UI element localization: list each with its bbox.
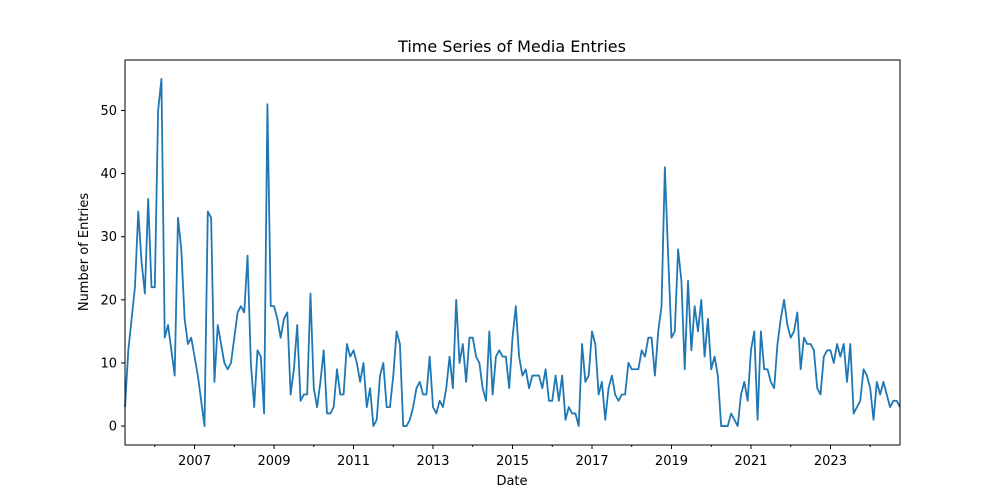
y-tick-label: 50 — [100, 104, 117, 119]
x-tick-label: 2009 — [257, 454, 290, 469]
y-tick-label: 10 — [100, 356, 117, 371]
y-tick-label: 20 — [100, 293, 117, 308]
x-tick-label: 2021 — [734, 454, 767, 469]
chart-title: Time Series of Media Entries — [397, 37, 626, 56]
y-tick-label: 0 — [109, 420, 117, 435]
plot-area — [124, 78, 901, 427]
series-line — [124, 78, 901, 427]
x-tick-label: 2015 — [496, 454, 529, 469]
plot-frame — [124, 59, 901, 446]
x-tick-label: 2013 — [416, 454, 449, 469]
x-tick-label: 2011 — [337, 454, 370, 469]
x-tick-label: 2019 — [655, 454, 688, 469]
x-axis-label: Date — [496, 474, 527, 489]
y-tick-label: 40 — [100, 167, 117, 182]
x-tick-label: 2017 — [575, 454, 608, 469]
x-axis: 2007 2009 2011 2013 2015 2017 2019 2021 2023 — [154, 445, 871, 469]
y-axis: 0 10 20 30 40 50 — [100, 104, 125, 435]
x-tick-label: 2023 — [814, 454, 847, 469]
y-tick-label: 30 — [100, 230, 117, 245]
y-axis-label: Number of Entries — [77, 193, 92, 312]
x-tick-label: 2007 — [178, 454, 211, 469]
